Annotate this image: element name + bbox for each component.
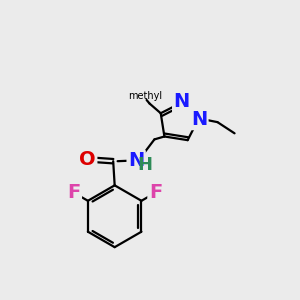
Text: N: N bbox=[128, 151, 144, 170]
Text: methyl: methyl bbox=[128, 91, 162, 100]
Text: N: N bbox=[191, 110, 207, 129]
Text: O: O bbox=[79, 150, 96, 169]
Text: H: H bbox=[137, 156, 152, 174]
Text: F: F bbox=[149, 183, 162, 202]
Text: F: F bbox=[67, 183, 80, 202]
Text: N: N bbox=[174, 92, 190, 112]
